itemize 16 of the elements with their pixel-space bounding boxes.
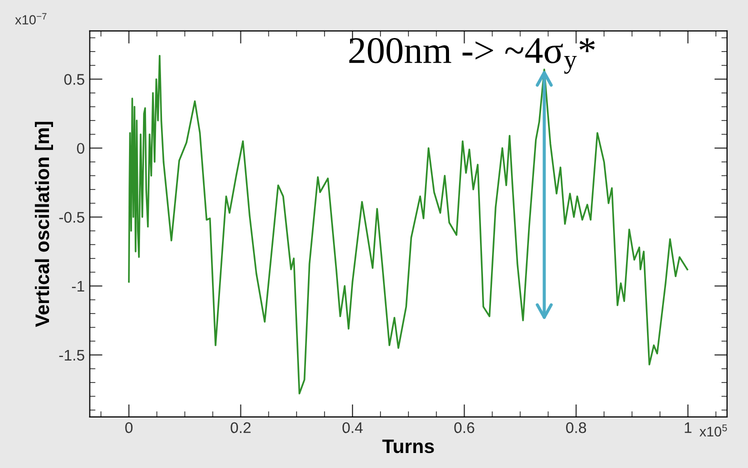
x-axis-title: Turns — [382, 440, 434, 454]
text: x10$^{5}$ — [700, 424, 727, 437]
x-tick-label: 0.6 — [454, 422, 474, 434]
x-tick-label: 0.2 — [230, 422, 251, 434]
y-tick-label: 0 — [77, 142, 84, 154]
x-tick-label: 0.4 — [342, 422, 363, 434]
y-tick-label: -1 — [72, 281, 84, 292]
y-tick-label: -1.5 — [59, 350, 84, 361]
y-axis-title: Vertical oscillation [m] — [34, 122, 54, 327]
x-tick-label: 0.8 — [566, 422, 586, 434]
text: x10$^{−7}$ — [15, 13, 46, 24]
x-tick-label: 0 — [125, 422, 133, 434]
y-tick-label: -0.5 — [59, 212, 84, 223]
x-tick-label: 1 — [684, 422, 692, 433]
annotation: 200nm -> ~4σ$_{y}$* — [349, 38, 595, 74]
y-tick-label: 0.5 — [64, 74, 84, 85]
